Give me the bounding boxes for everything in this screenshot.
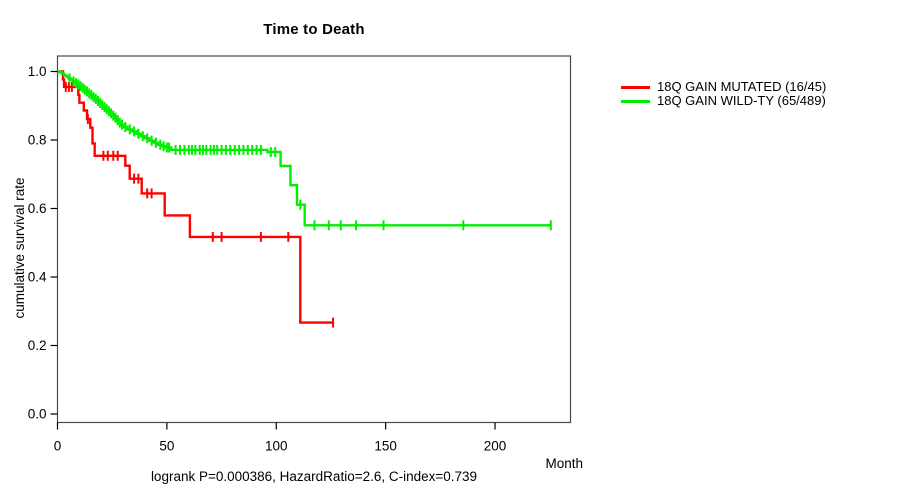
x-tick-label: 0 bbox=[54, 439, 62, 454]
x-tick-label: 150 bbox=[374, 439, 397, 454]
legend: 18Q GAIN MUTATED (16/45) 18Q GAIN WILD-T… bbox=[621, 80, 826, 108]
x-tick-label: 50 bbox=[159, 439, 174, 454]
legend-label-mutated: 18Q GAIN MUTATED (16/45) bbox=[657, 79, 827, 94]
plot-border bbox=[56, 55, 572, 424]
survival-curve-mutated bbox=[57, 70, 334, 324]
legend-label-wildtype: 18Q GAIN WILD-TY (65/489) bbox=[657, 93, 826, 108]
legend-item-wildtype: 18Q GAIN WILD-TY (65/489) bbox=[621, 94, 826, 108]
legend-line-mutated-icon bbox=[621, 85, 650, 89]
y-tick-label: 1.0 bbox=[28, 64, 47, 79]
x-tick-label: 200 bbox=[484, 439, 507, 454]
chart-title: Time to Death bbox=[263, 21, 365, 38]
x-tick-label: 100 bbox=[265, 439, 288, 454]
y-tick-label: 0.6 bbox=[28, 201, 47, 216]
y-tick-label: 0.2 bbox=[28, 338, 47, 353]
stats-footer: logrank P=0.000386, HazardRatio=2.6, C-i… bbox=[150, 469, 478, 484]
y-tick-label: 0.8 bbox=[28, 133, 47, 148]
y-tick-label: 0.0 bbox=[28, 407, 47, 422]
y-tick-label: 0.4 bbox=[28, 270, 47, 285]
legend-item-mutated: 18Q GAIN MUTATED (16/45) bbox=[621, 80, 826, 94]
y-axis-label: cumulative survival rate bbox=[12, 177, 27, 318]
legend-line-wildtype-icon bbox=[621, 99, 650, 103]
survival-curve-wildtype bbox=[57, 70, 551, 227]
x-axis-unit-label: Month bbox=[545, 456, 583, 471]
